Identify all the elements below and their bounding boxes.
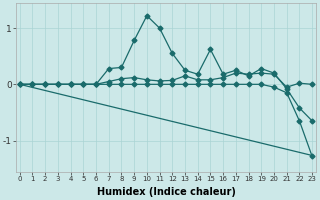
X-axis label: Humidex (Indice chaleur): Humidex (Indice chaleur)	[97, 187, 236, 197]
